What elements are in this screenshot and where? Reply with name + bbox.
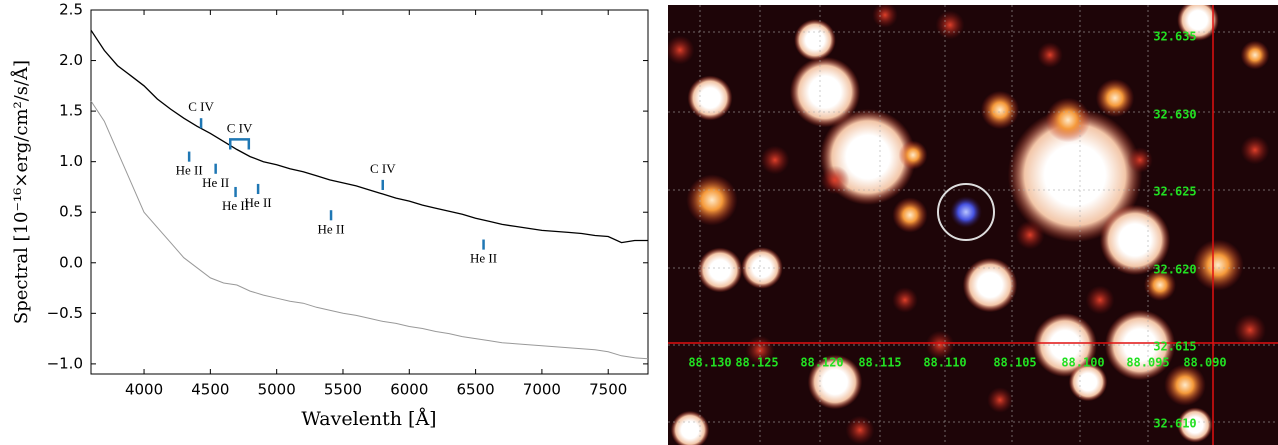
star <box>1127 147 1153 173</box>
dec-label: 32.620 <box>1153 263 1196 277</box>
y-tick-label: 2.0 <box>59 51 83 69</box>
star <box>687 75 733 121</box>
sky-layer: 88.130 88.125 88.120 88.115 88.110 88.105 88.1… <box>668 5 1278 445</box>
x-axis-label: Wavelenth [Å] <box>301 408 436 430</box>
star <box>898 140 928 170</box>
star <box>892 197 928 233</box>
dec-label: 32.625 <box>1153 185 1196 199</box>
line-label: He II <box>318 221 345 236</box>
line-label: He II <box>222 198 249 213</box>
line-label: C IV <box>227 120 253 135</box>
ra-label: 88.095 <box>1126 356 1169 370</box>
y-tick-label: 1.5 <box>59 102 83 120</box>
line-label: He II <box>470 251 497 266</box>
line-label: C IV <box>370 161 396 176</box>
star <box>845 415 875 445</box>
line-label: He II <box>176 163 203 178</box>
star <box>807 354 863 410</box>
star <box>1045 97 1091 143</box>
star <box>789 56 861 128</box>
star <box>1037 42 1063 68</box>
spectrum-line <box>90 100 649 360</box>
star <box>760 145 790 175</box>
y-tick-label: 1.0 <box>59 152 83 170</box>
star <box>872 5 898 28</box>
ra-label: 88.125 <box>735 356 778 370</box>
star <box>950 196 982 228</box>
plot-frame <box>90 9 649 375</box>
star <box>1240 135 1270 165</box>
star <box>1164 364 1206 406</box>
ra-label: 88.130 <box>688 356 731 370</box>
y-tick-label: −1.0 <box>47 354 83 372</box>
star <box>1234 314 1266 346</box>
dec-label: 32.630 <box>1153 108 1196 122</box>
star <box>1177 407 1213 443</box>
y-axis-label: Spectral [10⁻¹⁶×erg/cm²/s/Å] <box>10 60 32 324</box>
star <box>892 287 918 313</box>
x-tick-label: 4000 <box>125 381 163 399</box>
star <box>1192 239 1244 291</box>
x-tick-label: 5000 <box>258 381 296 399</box>
ra-label: 88.110 <box>923 356 966 370</box>
line-label: He II <box>245 195 272 210</box>
y-tick-label: 0.5 <box>59 203 83 221</box>
dec-label: 32.610 <box>1153 417 1196 431</box>
x-tick-label: 7500 <box>589 381 627 399</box>
star <box>1015 220 1045 250</box>
x-tick-label: 5500 <box>324 381 362 399</box>
spectrum-line <box>90 29 648 244</box>
x-tick-label: 6000 <box>390 381 428 399</box>
star <box>1007 107 1143 243</box>
star <box>1085 285 1115 315</box>
y-tick-label: 2.5 <box>59 1 83 19</box>
star <box>1099 204 1171 276</box>
star <box>1095 78 1135 118</box>
y-tick-label: 0.0 <box>59 253 83 271</box>
star <box>741 247 783 289</box>
star <box>1240 40 1270 70</box>
dec-label: 32.635 <box>1153 30 1196 44</box>
star <box>1068 362 1108 402</box>
line-marker <box>229 138 251 150</box>
x-tick-label: 7000 <box>523 381 561 399</box>
line-label: He II <box>202 175 229 190</box>
ra-label: 88.100 <box>1061 356 1104 370</box>
x-tick-label: 4500 <box>191 381 229 399</box>
star <box>987 387 1013 413</box>
x-tick-label: 6500 <box>457 381 495 399</box>
line-label: C IV <box>188 99 214 114</box>
star <box>697 247 743 293</box>
star <box>962 257 1018 313</box>
ra-label: 88.115 <box>858 356 901 370</box>
ra-label: 88.105 <box>993 356 1036 370</box>
star <box>820 165 850 195</box>
star <box>668 35 695 65</box>
y-tick-label: −0.5 <box>47 304 83 322</box>
dec-label: 32.615 <box>1153 340 1196 354</box>
ra-label: 88.090 <box>1183 356 1226 370</box>
ra-label: 88.120 <box>800 356 843 370</box>
star <box>794 19 836 61</box>
star <box>1144 269 1176 301</box>
target-circle <box>937 183 995 241</box>
star <box>686 174 738 226</box>
star <box>980 90 1020 130</box>
star <box>935 10 965 40</box>
